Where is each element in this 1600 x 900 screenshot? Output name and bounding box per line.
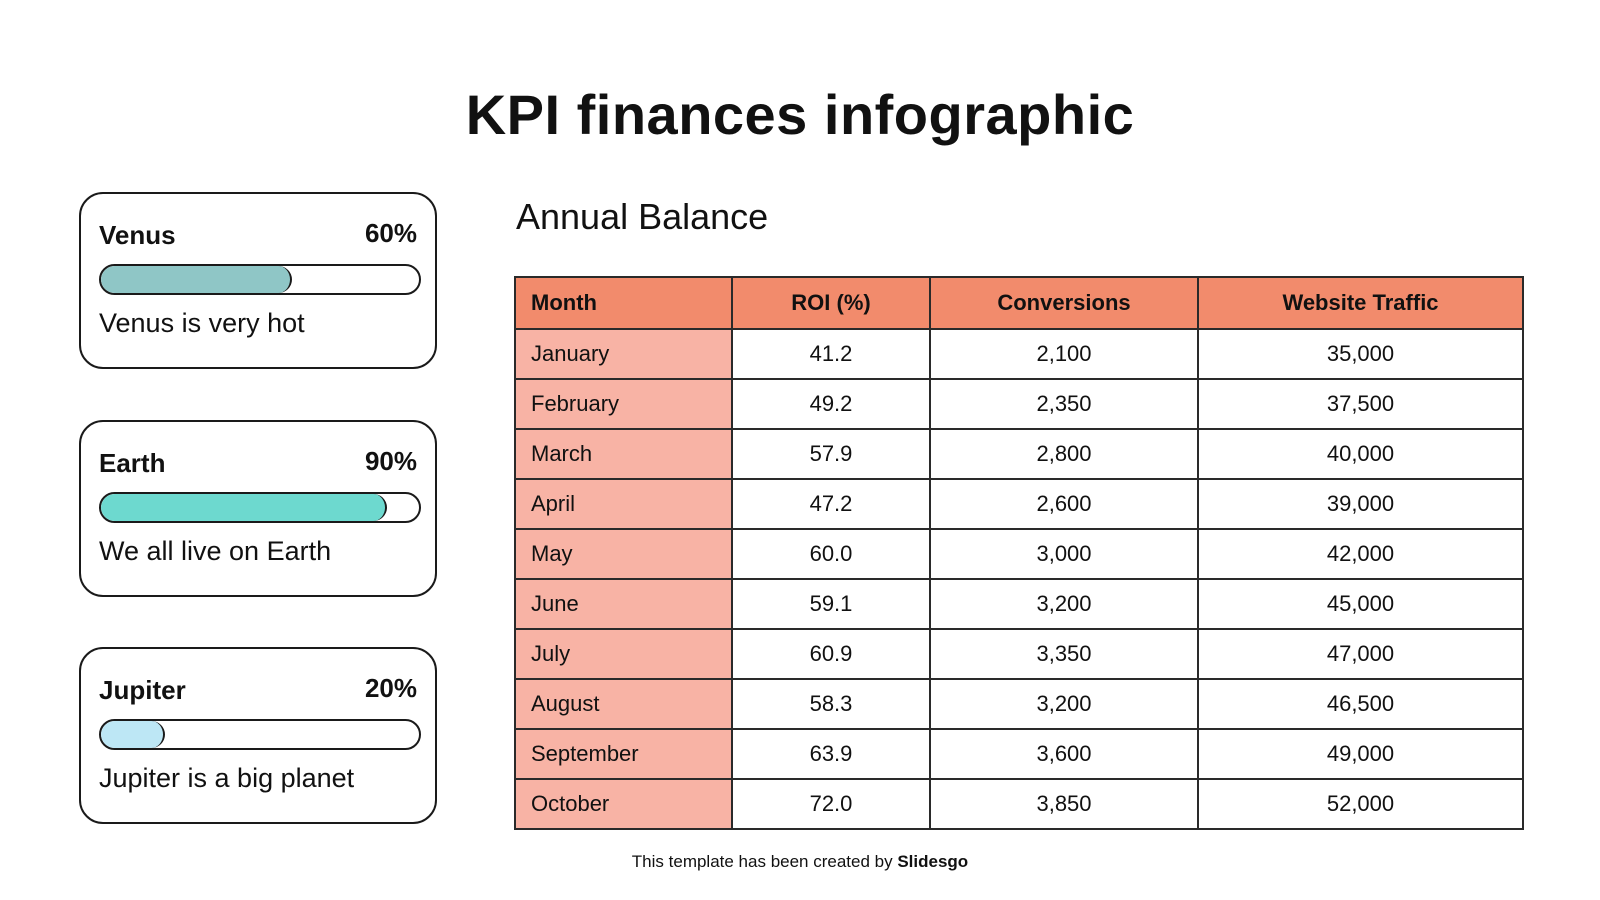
conversions-cell: 2,800 bbox=[929, 428, 1199, 480]
kpi-name: Venus bbox=[99, 220, 176, 250]
table-title: Annual Balance bbox=[516, 196, 769, 237]
month-cell: May bbox=[514, 528, 733, 580]
roi-cell: 41.2 bbox=[731, 328, 931, 380]
roi-cell: 59.1 bbox=[731, 578, 931, 630]
table-row: October 72.0 3,850 52,000 bbox=[514, 778, 1524, 830]
footer-brand: Slidesgo bbox=[897, 852, 969, 871]
conversions-cell: 2,600 bbox=[929, 478, 1199, 530]
roi-cell: 63.9 bbox=[731, 728, 931, 780]
progress-fill bbox=[101, 266, 292, 293]
conversions-cell: 3,200 bbox=[929, 678, 1199, 730]
traffic-cell: 47,000 bbox=[1197, 628, 1524, 680]
roi-cell: 58.3 bbox=[731, 678, 931, 730]
table-row: January 41.2 2,100 35,000 bbox=[514, 328, 1524, 380]
progress-fill bbox=[101, 721, 165, 748]
annual-balance-table: Month ROI (%) Conversions Website Traffi… bbox=[514, 276, 1524, 830]
table-row: May 60.0 3,000 42,000 bbox=[514, 528, 1524, 580]
traffic-cell: 40,000 bbox=[1197, 428, 1524, 480]
table-row: March 57.9 2,800 40,000 bbox=[514, 428, 1524, 480]
header-website-traffic: Website Traffic bbox=[1197, 276, 1524, 330]
roi-cell: 60.9 bbox=[731, 628, 931, 680]
header-month: Month bbox=[514, 276, 733, 330]
traffic-cell: 52,000 bbox=[1197, 778, 1524, 830]
kpi-percent: 60% bbox=[364, 218, 417, 248]
conversions-cell: 3,600 bbox=[929, 728, 1199, 780]
month-cell: July bbox=[514, 628, 733, 680]
kpi-name: Earth bbox=[99, 448, 166, 478]
conversions-cell: 3,000 bbox=[929, 528, 1199, 580]
roi-cell: 60.0 bbox=[731, 528, 931, 580]
month-cell: August bbox=[514, 678, 733, 730]
traffic-cell: 46,500 bbox=[1197, 678, 1524, 730]
header-conversions: Conversions bbox=[929, 276, 1199, 330]
table-row: August 58.3 3,200 46,500 bbox=[514, 678, 1524, 730]
traffic-cell: 42,000 bbox=[1197, 528, 1524, 580]
traffic-cell: 49,000 bbox=[1197, 728, 1524, 780]
table-header-row: Month ROI (%) Conversions Website Traffi… bbox=[514, 276, 1524, 330]
roi-cell: 72.0 bbox=[731, 778, 931, 830]
kpi-card-jupiter: Jupiter 20% Jupiter is a big planet bbox=[79, 647, 437, 824]
month-cell: April bbox=[514, 478, 733, 530]
footer-text: This template has been created by bbox=[631, 852, 898, 871]
month-cell: February bbox=[514, 378, 733, 430]
progress-fill bbox=[101, 494, 388, 521]
kpi-name: Jupiter bbox=[99, 675, 186, 705]
conversions-cell: 2,100 bbox=[929, 328, 1199, 380]
table-row: April 47.2 2,600 39,000 bbox=[514, 478, 1524, 530]
kpi-description: We all live on Earth bbox=[99, 536, 332, 566]
traffic-cell: 35,000 bbox=[1197, 328, 1524, 380]
month-cell: September bbox=[514, 728, 733, 780]
conversions-cell: 3,200 bbox=[929, 578, 1199, 630]
month-cell: January bbox=[514, 328, 733, 380]
month-cell: October bbox=[514, 778, 733, 830]
progress-bar bbox=[99, 264, 421, 295]
table-row: September 63.9 3,600 49,000 bbox=[514, 728, 1524, 780]
conversions-cell: 3,350 bbox=[929, 628, 1199, 680]
kpi-percent: 90% bbox=[364, 446, 417, 476]
traffic-cell: 37,500 bbox=[1197, 378, 1524, 430]
traffic-cell: 45,000 bbox=[1197, 578, 1524, 630]
kpi-description: Venus is very hot bbox=[99, 308, 305, 338]
conversions-cell: 2,350 bbox=[929, 378, 1199, 430]
month-cell: March bbox=[514, 428, 733, 480]
progress-bar bbox=[99, 492, 421, 523]
page-title: KPI finances infographic bbox=[465, 83, 1135, 146]
traffic-cell: 39,000 bbox=[1197, 478, 1524, 530]
kpi-description: Jupiter is a big planet bbox=[99, 763, 355, 793]
roi-cell: 47.2 bbox=[731, 478, 931, 530]
table-row: June 59.1 3,200 45,000 bbox=[514, 578, 1524, 630]
kpi-card-earth: Earth 90% We all live on Earth bbox=[79, 420, 437, 597]
table-row: July 60.9 3,350 47,000 bbox=[514, 628, 1524, 680]
header-roi: ROI (%) bbox=[731, 276, 931, 330]
kpi-card-venus: Venus 60% Venus is very hot bbox=[79, 192, 437, 369]
table-row: February 49.2 2,350 37,500 bbox=[514, 378, 1524, 430]
kpi-percent: 20% bbox=[364, 673, 417, 703]
footer-credit: This template has been created by Slides… bbox=[0, 852, 1600, 872]
conversions-cell: 3,850 bbox=[929, 778, 1199, 830]
progress-bar bbox=[99, 719, 421, 750]
roi-cell: 57.9 bbox=[731, 428, 931, 480]
roi-cell: 49.2 bbox=[731, 378, 931, 430]
month-cell: June bbox=[514, 578, 733, 630]
